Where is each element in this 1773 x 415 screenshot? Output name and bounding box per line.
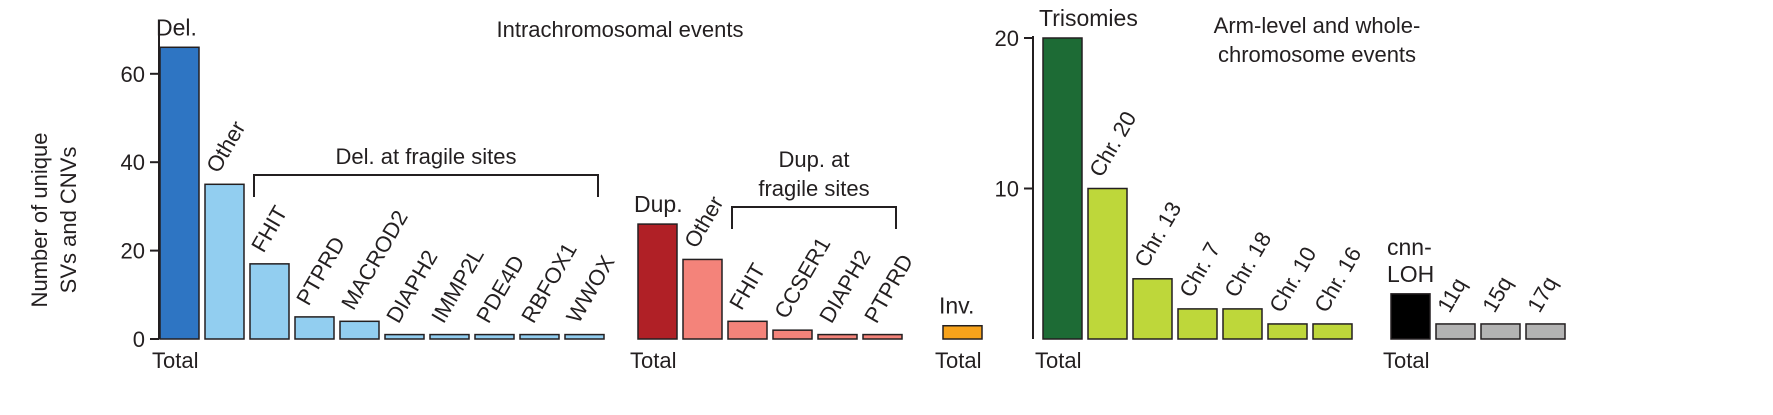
bar (1312, 323, 1353, 340)
group-label: Total (935, 348, 981, 373)
fragile-sites-bracket (253, 174, 599, 197)
fragile-sites-bracket (731, 206, 897, 229)
bar (1177, 308, 1218, 340)
bar (294, 316, 335, 340)
group-label: Total (1035, 348, 1081, 373)
group-label: Total (630, 348, 676, 373)
bar (1435, 323, 1476, 340)
bar-label: Dup. (634, 191, 683, 217)
bar-label: 15q (1477, 272, 1517, 316)
bar (727, 320, 768, 340)
bar-label: Chr. 7 (1174, 238, 1225, 301)
bar-label: Chr. 13 (1129, 197, 1186, 271)
bar (384, 333, 425, 340)
arm-y-tick-label: 20 (995, 26, 1019, 51)
bar (474, 333, 515, 340)
bar-label: Other (201, 117, 250, 177)
bar (772, 329, 813, 340)
intra-y-tick-label: 0 (133, 327, 145, 352)
bar-label: 11q (1432, 274, 1471, 317)
bar (817, 333, 858, 340)
bar (339, 320, 380, 340)
bar-label: Other (679, 192, 728, 252)
bar (862, 333, 903, 340)
bar (1087, 187, 1128, 340)
intra-y-tick-label: 60 (121, 62, 145, 87)
bar (1222, 308, 1263, 340)
bar-label: Trisomies (1039, 5, 1138, 31)
bar-label: cnn-LOH (1387, 234, 1434, 287)
bar (204, 183, 245, 340)
arm-y-tick-label: 10 (995, 177, 1019, 202)
intra-chart-title: Intrachromosomal events (497, 17, 744, 42)
bar (1480, 323, 1521, 340)
bar-label: 17q (1522, 272, 1562, 316)
intrachromosomal-events-panel: Intrachromosomal events Number of unique S… (27, 14, 983, 373)
intra-y-tick-label: 20 (121, 239, 145, 264)
bar (1132, 278, 1173, 340)
group-label: Total (152, 348, 198, 373)
arm-chart-title: Arm-level and whole-chromosome events (1214, 13, 1421, 67)
bar-label: Chr. 20 (1084, 107, 1141, 181)
intra-y-axis-label: Number of unique SVs and CNVs (27, 133, 81, 308)
bar (564, 333, 605, 340)
bar (682, 258, 723, 340)
bar (429, 333, 470, 340)
bar-label: FHIT (246, 202, 292, 257)
bar (1042, 37, 1083, 340)
arm-level-events-panel: Arm-level and whole-chromosome events 10 2… (995, 5, 1566, 373)
bracket-label: Del. at fragile sites (336, 144, 517, 169)
bar-label: Del. (156, 14, 197, 40)
group-label: Total (1383, 348, 1429, 373)
bar (1267, 323, 1308, 340)
bar-label: Chr. 18 (1219, 227, 1276, 301)
bar (1390, 293, 1431, 340)
bar (637, 223, 678, 340)
bar (249, 263, 290, 340)
bar (942, 324, 983, 340)
bar-label: FHIT (724, 259, 770, 314)
bar (519, 333, 560, 340)
bar (1525, 323, 1566, 340)
bar (159, 46, 200, 340)
bar-label: Inv. (939, 293, 974, 319)
intra-y-tick-label: 40 (121, 150, 145, 175)
bracket-label: Dup. at fragile sites (758, 147, 869, 201)
